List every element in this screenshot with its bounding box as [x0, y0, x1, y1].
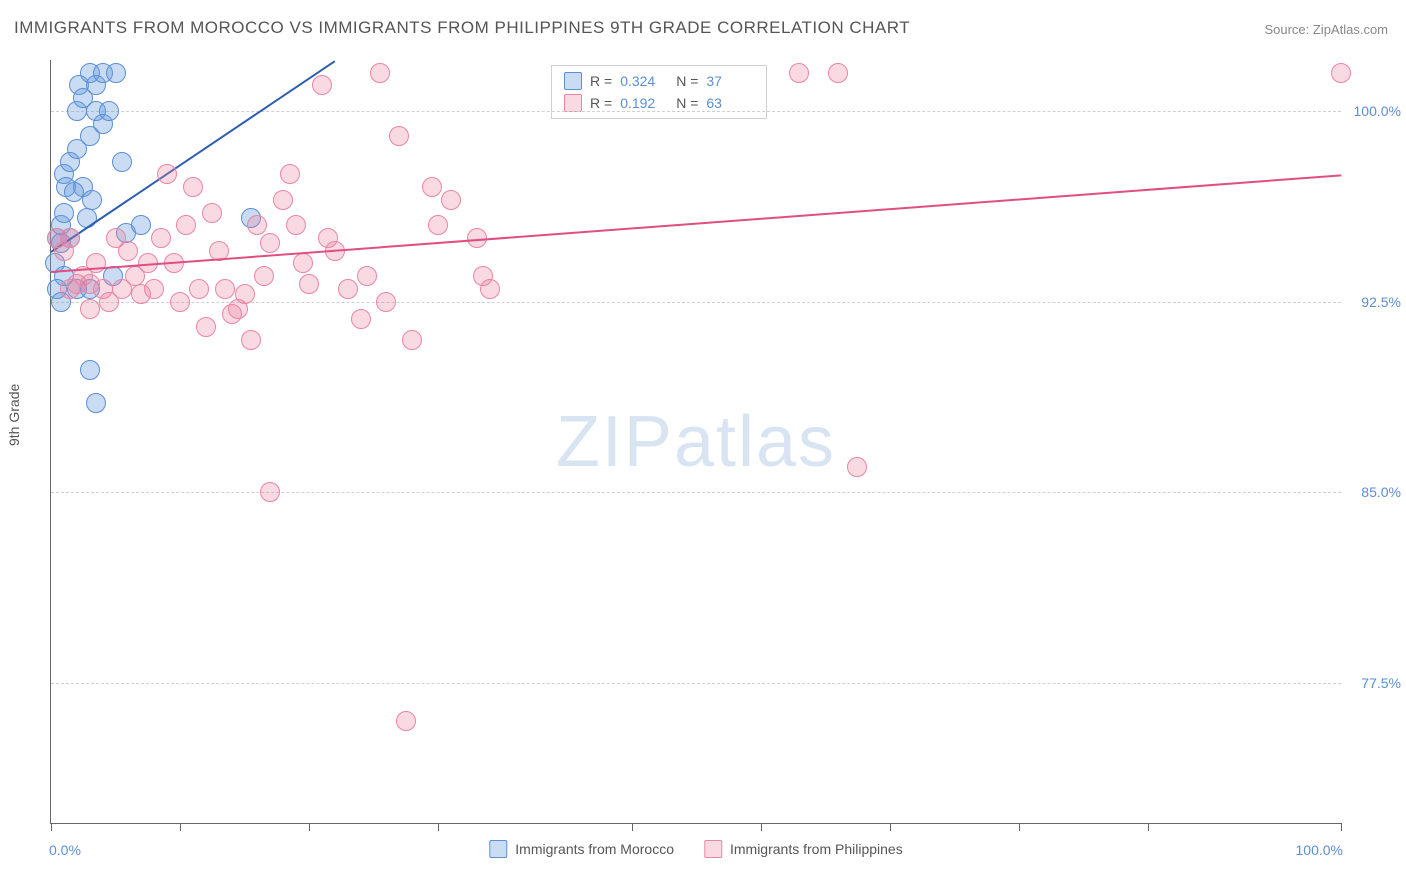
legend-row-morocco: R = 0.324 N = 37	[552, 70, 766, 92]
data-point	[112, 152, 132, 172]
legend-item-morocco: Immigrants from Morocco	[489, 840, 674, 858]
data-point	[189, 279, 209, 299]
data-point	[338, 279, 358, 299]
gridline	[51, 683, 1341, 684]
data-point	[312, 75, 332, 95]
chart-title: IMMIGRANTS FROM MOROCCO VS IMMIGRANTS FR…	[14, 18, 910, 38]
scatter-chart: ZIPatlas R = 0.324 N = 37 R = 0.192 N = …	[50, 60, 1341, 824]
data-point	[80, 360, 100, 380]
data-point	[247, 215, 267, 235]
legend-label: Immigrants from Morocco	[515, 841, 674, 857]
swatch-icon	[564, 72, 582, 90]
data-point	[260, 482, 280, 502]
data-point	[351, 309, 371, 329]
data-point	[86, 253, 106, 273]
data-point	[847, 457, 867, 477]
watermark: ZIPatlas	[556, 401, 836, 483]
data-point	[60, 228, 80, 248]
legend-r-value: 0.324	[620, 73, 668, 89]
data-point	[77, 208, 97, 228]
data-point	[176, 215, 196, 235]
data-point	[789, 63, 809, 83]
data-point	[357, 266, 377, 286]
x-axis-max-label: 100.0%	[1296, 842, 1343, 858]
legend-item-philippines: Immigrants from Philippines	[704, 840, 903, 858]
data-point	[131, 215, 151, 235]
data-point	[118, 241, 138, 261]
data-point	[254, 266, 274, 286]
x-tick	[438, 823, 439, 831]
x-tick	[180, 823, 181, 831]
data-point	[828, 63, 848, 83]
x-tick	[1341, 823, 1342, 831]
legend-n-label: N =	[676, 73, 698, 89]
data-point	[480, 279, 500, 299]
data-point	[86, 393, 106, 413]
data-point	[170, 292, 190, 312]
x-tick	[51, 823, 52, 831]
data-point	[428, 215, 448, 235]
data-point	[389, 126, 409, 146]
x-tick	[890, 823, 891, 831]
legend-n-label: N =	[676, 95, 698, 111]
data-point	[202, 203, 222, 223]
data-point	[80, 299, 100, 319]
x-axis-min-label: 0.0%	[49, 842, 81, 858]
data-point	[235, 284, 255, 304]
data-point	[99, 101, 119, 121]
y-tick-label: 100.0%	[1354, 103, 1401, 119]
series-legend: Immigrants from Morocco Immigrants from …	[489, 840, 902, 858]
data-point	[241, 330, 261, 350]
data-point	[280, 164, 300, 184]
gridline	[51, 492, 1341, 493]
swatch-icon	[489, 840, 507, 858]
data-point	[64, 182, 84, 202]
data-point	[196, 317, 216, 337]
legend-n-value: 37	[706, 73, 754, 89]
gridline	[51, 111, 1341, 112]
data-point	[157, 164, 177, 184]
swatch-icon	[704, 840, 722, 858]
source-label: Source: ZipAtlas.com	[1264, 22, 1388, 37]
x-tick	[632, 823, 633, 831]
y-tick-label: 92.5%	[1361, 294, 1401, 310]
data-point	[144, 279, 164, 299]
data-point	[376, 292, 396, 312]
data-point	[260, 233, 280, 253]
data-point	[299, 274, 319, 294]
data-point	[396, 711, 416, 731]
x-tick	[309, 823, 310, 831]
x-tick	[1148, 823, 1149, 831]
y-tick-label: 77.5%	[1361, 675, 1401, 691]
data-point	[273, 190, 293, 210]
data-point	[54, 203, 74, 223]
x-tick	[1019, 823, 1020, 831]
legend-label: Immigrants from Philippines	[730, 841, 903, 857]
data-point	[441, 190, 461, 210]
data-point	[151, 228, 171, 248]
data-point	[183, 177, 203, 197]
legend-r-label: R =	[590, 73, 612, 89]
swatch-icon	[564, 94, 582, 112]
legend-r-value: 0.192	[620, 95, 668, 111]
legend-n-value: 63	[706, 95, 754, 111]
data-point	[422, 177, 442, 197]
data-point	[293, 253, 313, 273]
legend-r-label: R =	[590, 95, 612, 111]
data-point	[215, 279, 235, 299]
x-tick	[761, 823, 762, 831]
data-point	[370, 63, 390, 83]
y-tick-label: 85.0%	[1361, 484, 1401, 500]
data-point	[286, 215, 306, 235]
y-axis-title: 9th Grade	[6, 384, 22, 446]
data-point	[106, 63, 126, 83]
data-point	[402, 330, 422, 350]
data-point	[1331, 63, 1351, 83]
